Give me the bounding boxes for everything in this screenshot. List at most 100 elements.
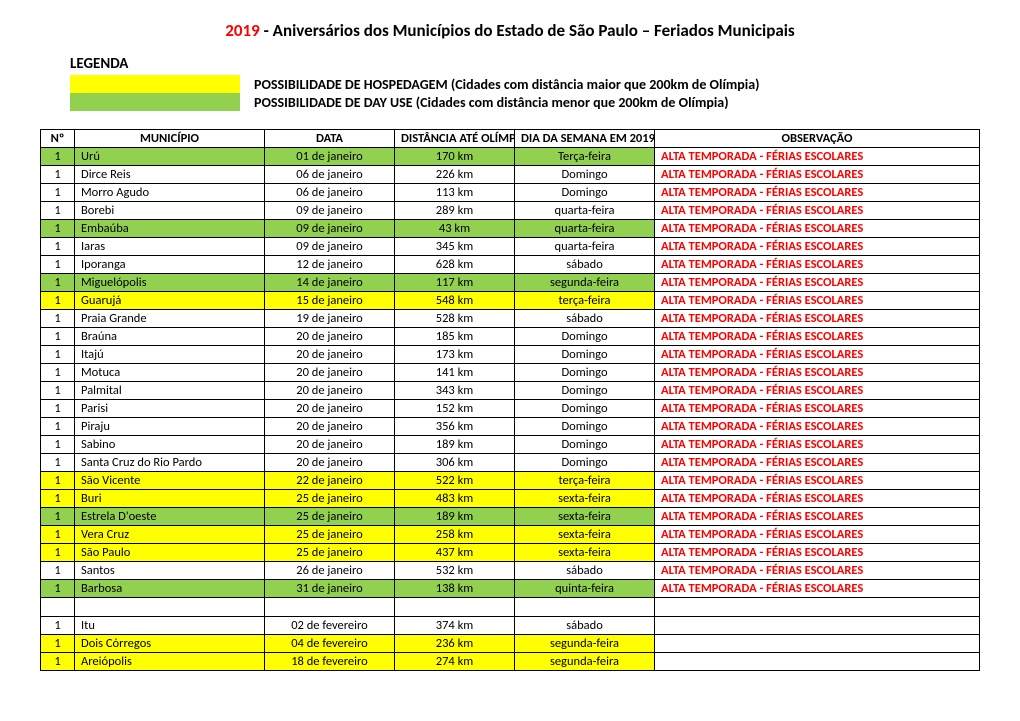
table-row: 1Dirce Reis06 de janeiro226 kmDomingoALT… (41, 166, 980, 184)
cell-dia: terça-feira (515, 292, 655, 310)
header-obs: OBSERVAÇÃO (655, 130, 980, 148)
cell-distancia: 522 km (395, 472, 515, 490)
cell-municipio: São Vicente (75, 472, 265, 490)
cell-distancia: 343 km (395, 382, 515, 400)
cell-distancia: 138 km (395, 580, 515, 598)
cell-distancia: 113 km (395, 184, 515, 202)
cell-num: 1 (41, 454, 75, 472)
cell-municipio: Iaras (75, 238, 265, 256)
cell-dia: Domingo (515, 436, 655, 454)
cell-data: 20 de janeiro (265, 400, 395, 418)
cell-data: 22 de janeiro (265, 472, 395, 490)
cell-obs: ALTA TEMPORADA - FÉRIAS ESCOLARES (655, 202, 980, 220)
blank-cell (75, 598, 265, 617)
table-row: 1Braúna20 de janeiro185 kmDomingoALTA TE… (41, 328, 980, 346)
cell-data: 26 de janeiro (265, 562, 395, 580)
cell-distancia: 483 km (395, 490, 515, 508)
blank-cell (655, 598, 980, 617)
cell-dia: sábado (515, 562, 655, 580)
title-rest: - Aniversários dos Municípios do Estado … (260, 20, 795, 41)
cell-obs: ALTA TEMPORADA - FÉRIAS ESCOLARES (655, 292, 980, 310)
legend-title: LEGENDA (70, 55, 980, 73)
cell-dia: terça-feira (515, 472, 655, 490)
cell-distancia: 43 km (395, 220, 515, 238)
cell-obs: ALTA TEMPORADA - FÉRIAS ESCOLARES (655, 220, 980, 238)
cell-num: 1 (41, 400, 75, 418)
cell-num: 1 (41, 490, 75, 508)
cell-dia: Domingo (515, 400, 655, 418)
table-row (41, 598, 980, 617)
table-row: 1Piraju20 de janeiro356 kmDomingoALTA TE… (41, 418, 980, 436)
legend-row: POSSIBILIDADE DE DAY USE (Cidades com di… (70, 93, 980, 111)
cell-municipio: Sabino (75, 436, 265, 454)
cell-distancia: 258 km (395, 526, 515, 544)
cell-num: 1 (41, 184, 75, 202)
cell-num: 1 (41, 653, 75, 671)
table-row: 1Embaúba09 de janeiro43 kmquarta-feiraAL… (41, 220, 980, 238)
cell-num: 1 (41, 472, 75, 490)
cell-distancia: 236 km (395, 635, 515, 653)
cell-data: 20 de janeiro (265, 418, 395, 436)
cell-distancia: 189 km (395, 508, 515, 526)
cell-obs: ALTA TEMPORADA - FÉRIAS ESCOLARES (655, 346, 980, 364)
title-year: 2019 (225, 20, 259, 41)
cell-num: 1 (41, 328, 75, 346)
cell-dia: quarta-feira (515, 238, 655, 256)
cell-municipio: Urú (75, 148, 265, 166)
table-row: 1Vera Cruz25 de janeiro258 kmsexta-feira… (41, 526, 980, 544)
cell-num: 1 (41, 562, 75, 580)
cell-data: 09 de janeiro (265, 202, 395, 220)
cell-data: 06 de janeiro (265, 166, 395, 184)
header-dia: DIA DA SEMANA EM 2019 (515, 130, 655, 148)
blank-cell (41, 598, 75, 617)
table-row: 1Urú01 de janeiro170 kmTerça-feiraALTA T… (41, 148, 980, 166)
cell-obs: ALTA TEMPORADA - FÉRIAS ESCOLARES (655, 148, 980, 166)
cell-dia: Domingo (515, 382, 655, 400)
cell-distancia: 306 km (395, 454, 515, 472)
table-row: 1Itajú20 de janeiro173 kmDomingoALTA TEM… (41, 346, 980, 364)
legend: LEGENDA POSSIBILIDADE DE HOSPEDAGEM (Cid… (70, 55, 980, 111)
cell-municipio: Barbosa (75, 580, 265, 598)
cell-municipio: Braúna (75, 328, 265, 346)
cell-num: 1 (41, 526, 75, 544)
cell-num: 1 (41, 346, 75, 364)
cell-data: 06 de janeiro (265, 184, 395, 202)
cell-obs: ALTA TEMPORADA - FÉRIAS ESCOLARES (655, 328, 980, 346)
cell-num: 1 (41, 508, 75, 526)
cell-obs: ALTA TEMPORADA - FÉRIAS ESCOLARES (655, 418, 980, 436)
header-num: Nº (41, 130, 75, 148)
header-distancia: DISTÂNCIA ATÉ OLÍMPIA (395, 130, 515, 148)
cell-obs: ALTA TEMPORADA - FÉRIAS ESCOLARES (655, 400, 980, 418)
cell-obs: ALTA TEMPORADA - FÉRIAS ESCOLARES (655, 238, 980, 256)
legend-swatch (70, 93, 240, 111)
cell-distancia: 437 km (395, 544, 515, 562)
table-row: 1Palmital20 de janeiro343 kmDomingoALTA … (41, 382, 980, 400)
cell-distancia: 345 km (395, 238, 515, 256)
cell-obs: ALTA TEMPORADA - FÉRIAS ESCOLARES (655, 166, 980, 184)
cell-distancia: 274 km (395, 653, 515, 671)
cell-obs: ALTA TEMPORADA - FÉRIAS ESCOLARES (655, 526, 980, 544)
cell-num: 1 (41, 148, 75, 166)
table-row: 1Dois Córregos04 de fevereiro236 kmsegun… (41, 635, 980, 653)
cell-distancia: 141 km (395, 364, 515, 382)
cell-distancia: 528 km (395, 310, 515, 328)
table-row: 1Santos26 de janeiro532 kmsábadoALTA TEM… (41, 562, 980, 580)
cell-dia: sexta-feira (515, 526, 655, 544)
cell-dia: segunda-feira (515, 635, 655, 653)
cell-dia: sexta-feira (515, 544, 655, 562)
cell-distancia: 548 km (395, 292, 515, 310)
table-header-row: Nº MUNICÍPIO DATA DISTÂNCIA ATÉ OLÍMPIA … (41, 130, 980, 148)
table-row: 1Borebi09 de janeiro289 kmquarta-feiraAL… (41, 202, 980, 220)
cell-num: 1 (41, 256, 75, 274)
blank-cell (265, 598, 395, 617)
cell-obs: ALTA TEMPORADA - FÉRIAS ESCOLARES (655, 544, 980, 562)
cell-municipio: Iporanga (75, 256, 265, 274)
cell-obs: ALTA TEMPORADA - FÉRIAS ESCOLARES (655, 310, 980, 328)
cell-num: 1 (41, 292, 75, 310)
cell-obs: ALTA TEMPORADA - FÉRIAS ESCOLARES (655, 472, 980, 490)
cell-obs: ALTA TEMPORADA - FÉRIAS ESCOLARES (655, 382, 980, 400)
cell-data: 25 de janeiro (265, 544, 395, 562)
legend-text: POSSIBILIDADE DE DAY USE (Cidades com di… (254, 94, 729, 111)
cell-dia: Domingo (515, 184, 655, 202)
cell-num: 1 (41, 635, 75, 653)
